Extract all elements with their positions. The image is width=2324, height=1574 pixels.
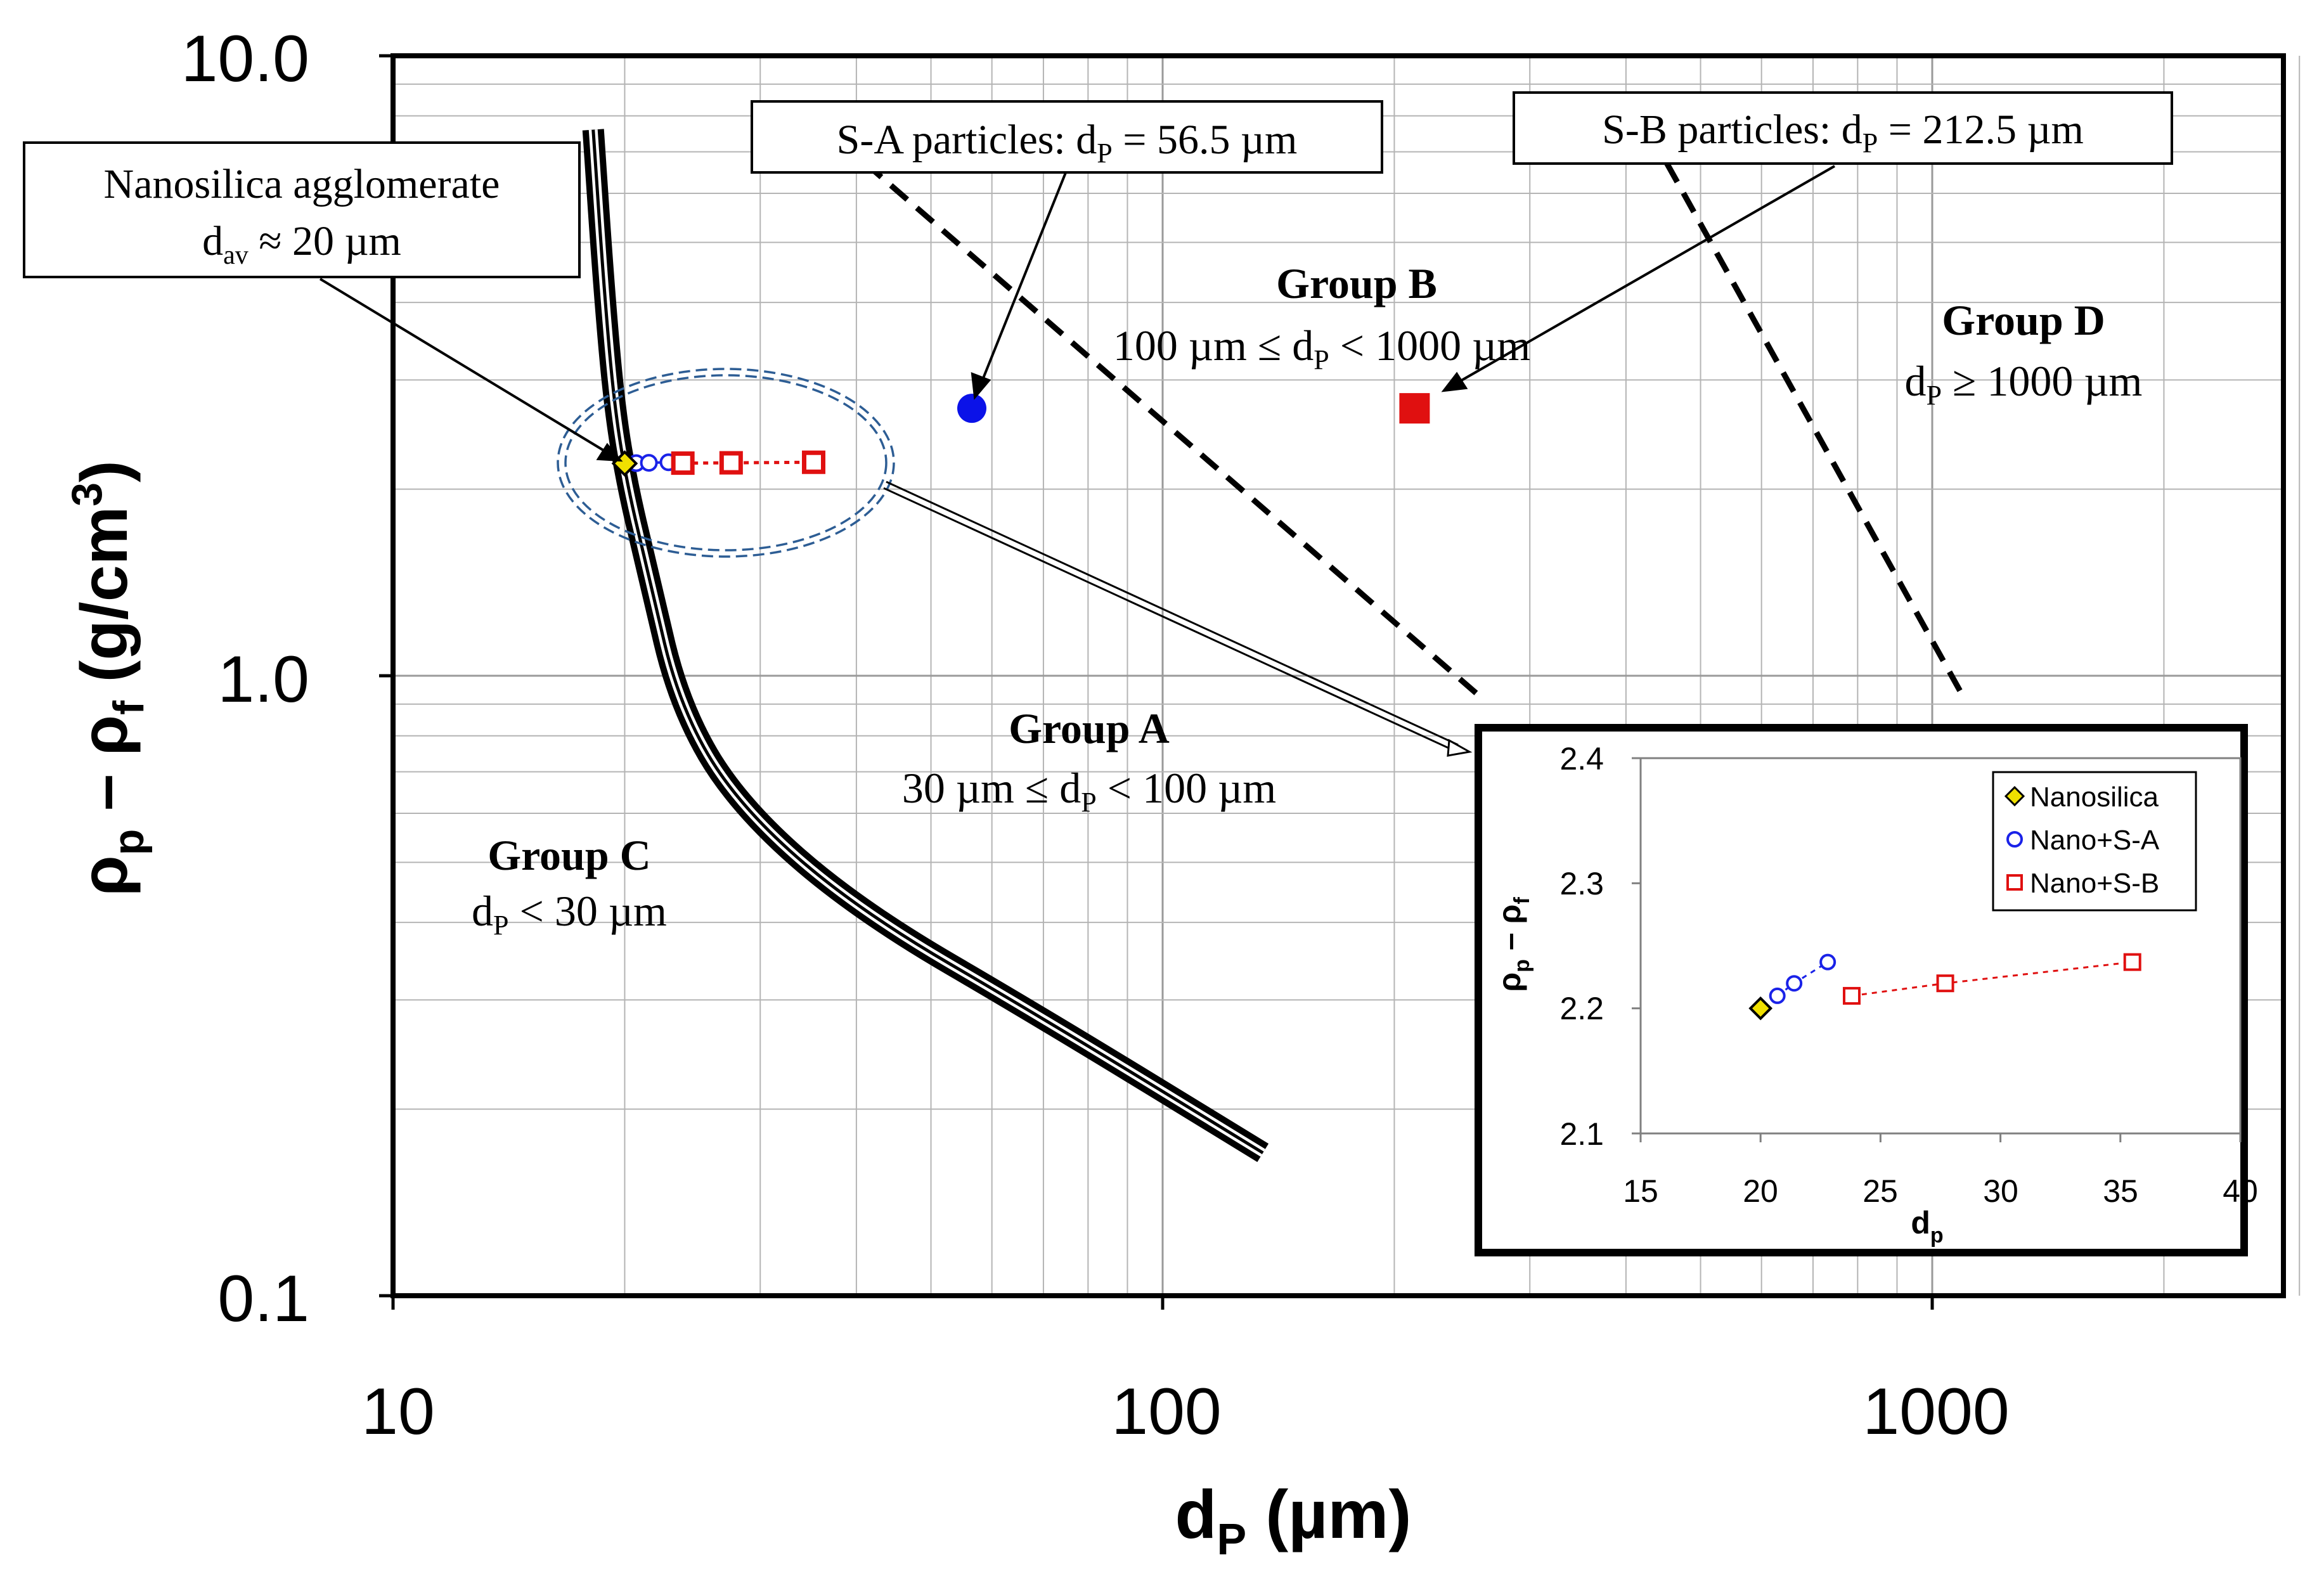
group-c-title: Group C [487,831,651,879]
group-d-range: dP ≥ 1000 µm [1905,357,2143,411]
legend-label-nano-sa: Nano+S-A [2030,825,2160,856]
arrow-nanosilica-line [319,278,609,454]
inset-y-tick-2-2: 2.2 [1559,991,1604,1026]
inset-x-tick-20: 20 [1743,1173,1778,1209]
legend-label-nanosilica: Nanosilica [2030,782,2159,813]
arrow-sb-line [1459,165,1835,383]
group-a-range: 30 µm ≤ dP < 100 µm [902,764,1276,818]
arrow-sa-line [980,171,1068,384]
annotation-box-nanosilica [23,141,581,278]
group-boundaries [582,129,1967,1163]
group-b-range: 100 µm ≤ dP < 1000 µm [1113,321,1530,375]
inset-point-nano-sa [1769,987,1786,1004]
inset-point-nano-sb [2123,953,2141,971]
inset-point-nanosilica [1748,996,1773,1021]
inset-legend: Nanosilica Nano+S-A Nano+S-B [1992,771,2197,912]
inset-x-tick-30: 30 [1983,1173,2018,1209]
arrow-sa-head [971,371,991,400]
y-axis-title: ρp – ρf (g/cm3) [63,460,153,896]
inset-point-nano-sb [1936,974,1954,993]
inset-series-marks [1748,953,2141,1021]
group-d-title: Group D [1942,296,2105,344]
boundary-a-b [837,138,1484,700]
x-tick-label-1000: 1000 [1862,1375,2009,1448]
inset-pointer-arrow [883,481,1473,757]
inset-x-axis-title: dp [1911,1205,1943,1248]
inset-y-tick-2-1: 2.1 [1559,1116,1604,1152]
y-tick-label-1: 1.0 [217,643,309,716]
main-point-nano-sa [640,454,658,472]
main-point-s-b [1399,393,1430,424]
inset-y-axis-title: ρp – ρf [1492,897,1534,992]
annotation-nanosilica-line1: Nanosilica agglomerate [104,161,500,207]
inset-y-tick-2-3: 2.3 [1559,866,1604,901]
arrow-sb-head [1441,371,1468,392]
y-tick-label-0-1: 0.1 [217,1262,309,1336]
group-a-title: Group A [1009,704,1170,752]
main-data-marks [611,393,1430,477]
agglomerate-ellipse-inner [564,374,888,552]
main-axis-ticks [379,54,1934,1310]
main-point-nano-sb [719,451,743,475]
inset-point-nano-sa [1786,975,1803,992]
boundary-b-d [1648,132,1967,700]
inset-chart: 2.4 2.3 2.2 2.1 15 20 25 30 35 40 dp ρp … [1475,724,2258,1256]
inset-point-nano-sb [1842,986,1861,1005]
main-series-line-nano-sb [683,460,814,465]
inset-pointer-line-b [883,487,1456,752]
annotation-box-sb [1513,91,2173,165]
inset-x-tick-25: 25 [1862,1173,1898,1209]
main-point-nano-sb [671,451,695,475]
x-axis-title: dP (µm) [1175,1476,1412,1564]
agglomerate-ellipse [557,368,895,558]
inset-point-nano-sa [1819,953,1837,971]
inset-pointer-head [1447,739,1473,757]
legend-label-nano-sb: Nano+S-B [2030,868,2159,899]
legend-marker-nano-sa [2006,831,2023,848]
inset-pointer-line-a [886,481,1459,746]
annotation-arrows [319,165,1835,462]
arrow-nanosilica-head [596,442,623,462]
boundary-c-a-center [591,129,1264,1154]
inset-plot-area [1639,757,2242,1135]
main-point-nano-sb [802,450,826,474]
inset-x-tick-40: 40 [2223,1173,2258,1209]
annotation-sb-text: S-B particles: dP = 212.5 µm [1602,106,2084,158]
annotation-box-sa [751,100,1383,174]
inset-x-tick-35: 35 [2103,1173,2138,1209]
annotation-nanosilica-line2: dav ≈ 20 µm [202,218,401,270]
legend-marker-nano-sb [2006,874,2023,891]
inset-gridlines [1632,757,2242,1142]
group-c-range: dP < 30 µm [472,887,667,941]
inset-x-tick-15: 15 [1623,1173,1658,1209]
x-tick-label-10: 10 [361,1375,435,1448]
group-b-title: Group B [1276,259,1437,307]
legend-marker-nanosilica [2004,785,2025,807]
x-tick-label-100: 100 [1111,1375,1222,1448]
inset-legend-box [1992,771,2197,912]
y-tick-label-10: 10.0 [181,22,309,96]
main-point-s-a [957,394,986,423]
annotation-sa-text: S-A particles: dP = 56.5 µm [837,117,1298,169]
inset-y-tick-2-4: 2.4 [1559,741,1604,777]
